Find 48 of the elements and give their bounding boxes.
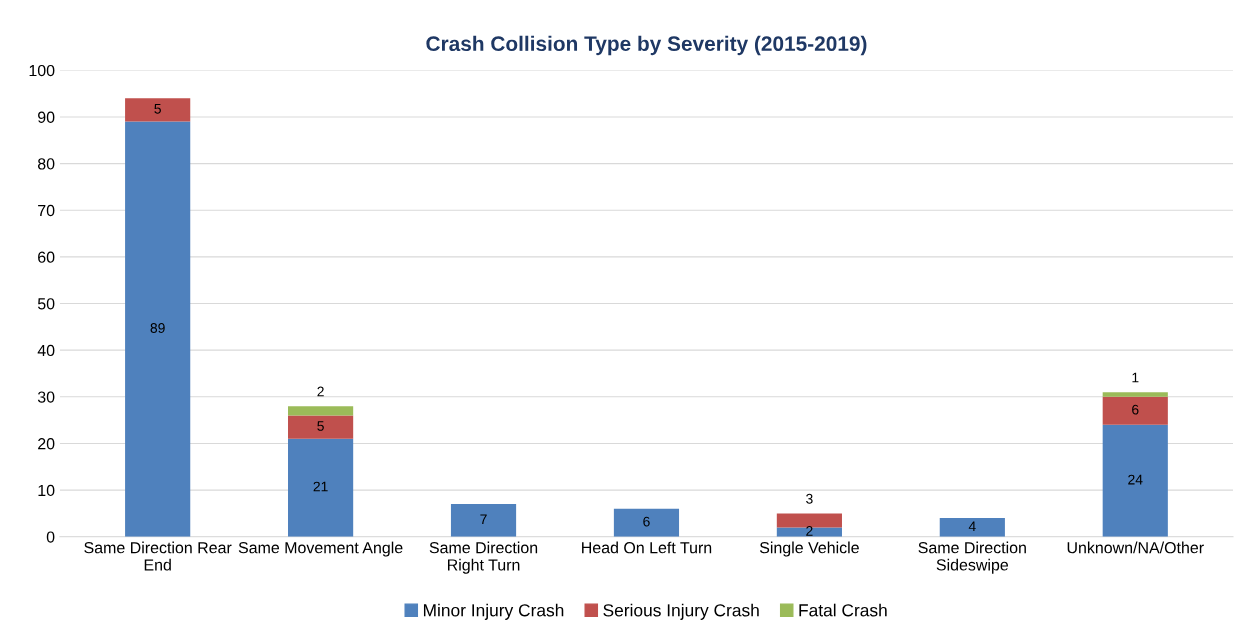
- x-tick-label: Same Direction Right Turn: [429, 541, 538, 574]
- bar: [776, 513, 842, 528]
- data-label: 6: [1132, 404, 1139, 415]
- y-tick-label: 70: [38, 204, 55, 217]
- bar: [939, 518, 1005, 537]
- y-tick-label: 30: [37, 391, 55, 403]
- x-tick-label: Same Direction Sideswipe: [918, 541, 1026, 574]
- data-label: 4: [968, 521, 976, 532]
- x-tick-label: Head On Left Turn: [582, 541, 712, 554]
- data-label: 2: [317, 386, 324, 397]
- y-tick-label: 20: [38, 438, 55, 450]
- bar: [125, 121, 191, 537]
- y-tick-label: 0: [46, 531, 55, 543]
- bar: [1102, 396, 1168, 425]
- bar: [1102, 392, 1168, 397]
- data-label: 6: [643, 516, 650, 527]
- chart-title: Crash Collision Type by Severity (2015-2019): [426, 35, 867, 56]
- bar: [125, 98, 191, 122]
- bar: [1102, 424, 1168, 537]
- data-label: 2: [806, 525, 813, 536]
- data-label: 24: [1128, 474, 1143, 485]
- bar: [288, 415, 354, 439]
- data-label: 5: [317, 421, 324, 431]
- data-label: 21: [313, 481, 328, 492]
- y-tick-label: 60: [38, 251, 55, 263]
- x-tick-label: Single Vehicle: [759, 541, 859, 557]
- y-tick-label: 100: [29, 64, 55, 77]
- bar: [288, 438, 354, 537]
- bar: [288, 406, 354, 416]
- y-tick-label: 40: [37, 344, 55, 357]
- data-label: 5: [154, 103, 161, 114]
- data-label: 3: [806, 493, 813, 504]
- data-label: 89: [150, 323, 165, 333]
- legend-label: Fatal Crash: [799, 603, 887, 617]
- x-tick-label: Unknown/NA/Other: [1067, 541, 1204, 554]
- x-tick-label: Same Movement Angle: [238, 541, 403, 557]
- data-label: 1: [1132, 372, 1139, 383]
- data-label: 7: [480, 514, 487, 525]
- bar: [613, 508, 680, 537]
- x-tick-label: Same Direction Rear End: [84, 541, 232, 571]
- y-tick-label: 90: [38, 111, 55, 123]
- y-tick-label: 50: [37, 298, 55, 310]
- legend-label: Minor Injury Crash: [423, 603, 564, 620]
- y-tick-label: 10: [38, 484, 55, 497]
- legend-label: Serious Injury Crash: [603, 603, 759, 620]
- bar: [776, 527, 842, 537]
- bar: [450, 504, 517, 537]
- y-tick-label: 80: [37, 158, 55, 170]
